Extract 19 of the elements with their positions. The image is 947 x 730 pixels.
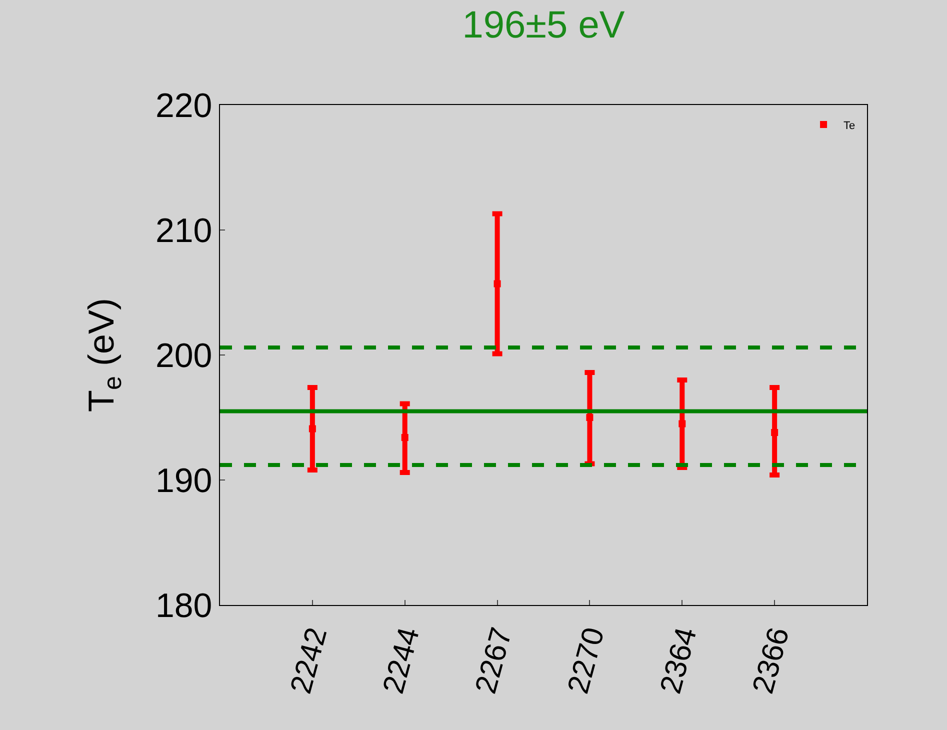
legend-label: Te xyxy=(844,120,856,132)
x-tick-label: 2242 xyxy=(284,624,334,698)
point xyxy=(678,420,686,428)
y-tick-label: 210 xyxy=(155,212,212,250)
point xyxy=(308,425,316,432)
point xyxy=(771,429,778,436)
y-tick-label: 220 xyxy=(155,86,212,125)
x-tick-label: 2364 xyxy=(654,624,704,698)
chart-title: 196±5 eV xyxy=(462,4,626,47)
point xyxy=(586,414,594,421)
y-tick-label: 200 xyxy=(155,336,212,375)
point xyxy=(401,434,408,441)
y-tick-label: 180 xyxy=(155,586,212,625)
point xyxy=(494,280,501,288)
x-tick-label: 2366 xyxy=(746,624,796,698)
x-tick-label: 2267 xyxy=(469,624,519,698)
x-tick-label: 2244 xyxy=(376,624,426,698)
x-tick-label: 2270 xyxy=(562,624,611,698)
y-tick-label: 190 xyxy=(155,462,212,500)
